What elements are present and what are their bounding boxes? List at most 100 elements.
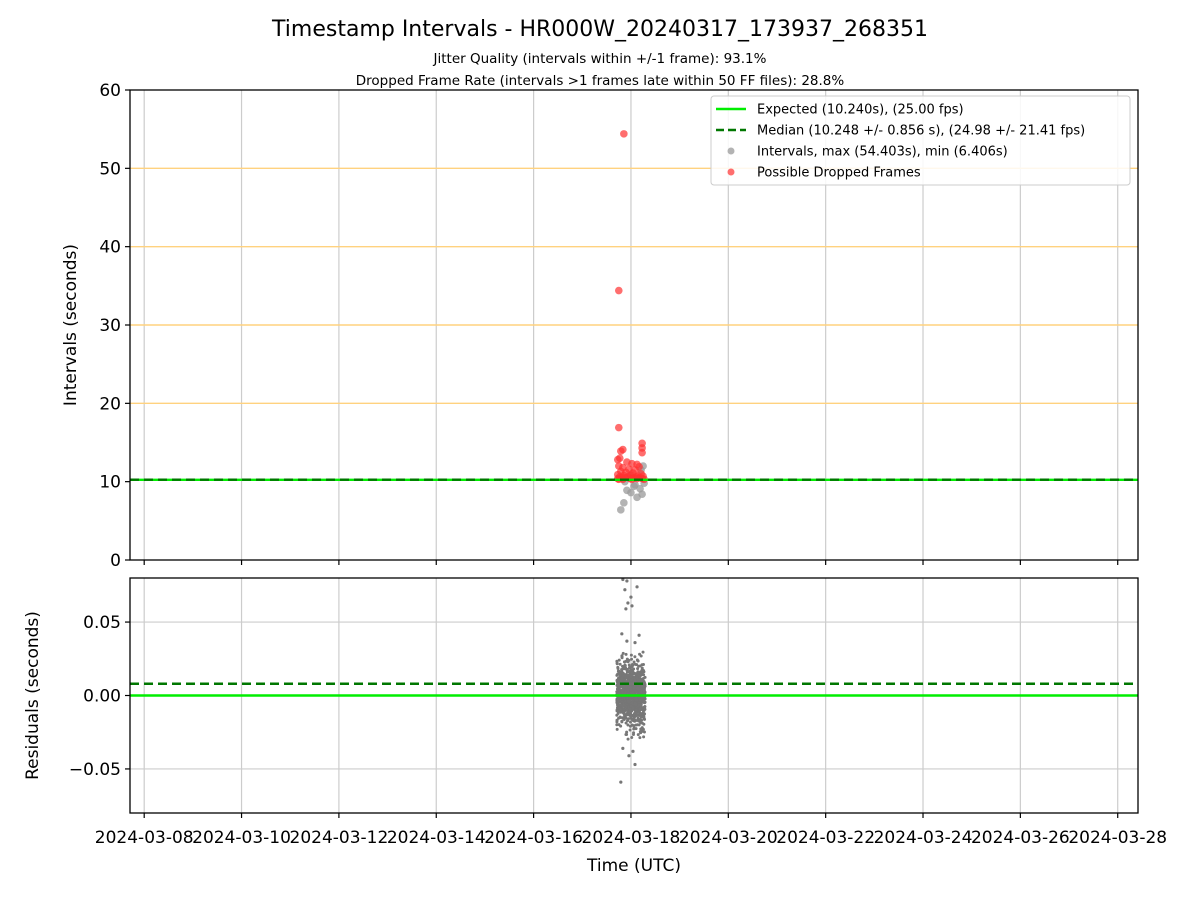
residual-point-382 xyxy=(617,658,621,662)
residual-point-887 xyxy=(632,690,636,694)
residual-point-713 xyxy=(625,657,629,661)
residual-point-152 xyxy=(640,666,644,670)
residual-point-694 xyxy=(626,679,630,683)
residual-point-389 xyxy=(624,732,628,736)
residual-point-746 xyxy=(638,730,642,734)
residual-point-793 xyxy=(629,678,633,682)
residual-outlier-3 xyxy=(623,588,627,592)
residual-point-749 xyxy=(638,652,642,656)
residuals-points xyxy=(615,577,647,784)
residual-point-862 xyxy=(633,719,637,723)
residual-point-856 xyxy=(629,704,633,708)
residual-outlier-1 xyxy=(625,579,629,583)
x-tick-label-3: 2024-03-14 xyxy=(387,828,486,848)
residual-point-744 xyxy=(616,672,620,676)
residual-point-661 xyxy=(632,727,636,731)
residual-point-803 xyxy=(622,684,626,688)
residual-outlier-12 xyxy=(621,746,625,750)
residual-point-896 xyxy=(639,673,643,677)
legend-median-label: Median (10.248 +/- 0.856 s), (24.98 +/- … xyxy=(757,124,1085,139)
residual-point-623 xyxy=(640,718,644,722)
residual-point-112 xyxy=(618,662,622,666)
residual-outlier-10 xyxy=(625,639,629,643)
residual-point-781 xyxy=(619,724,623,728)
residual-point-581 xyxy=(636,723,640,727)
residual-point-198 xyxy=(641,650,645,654)
residual-point-324 xyxy=(628,728,632,732)
residual-outlier-14 xyxy=(627,754,631,758)
residual-point-622 xyxy=(629,653,633,657)
intervals-y-tick-label-3: 30 xyxy=(99,316,121,336)
residual-point-574 xyxy=(639,678,643,682)
chart-title: Timestamp Intervals - HR000W_20240317_17… xyxy=(271,17,928,42)
residual-point-743 xyxy=(623,703,627,707)
residual-point-742 xyxy=(624,721,628,725)
residual-point-849 xyxy=(625,673,629,677)
intervals-y-tick-label-5: 50 xyxy=(99,159,121,179)
residual-point-809 xyxy=(622,710,626,714)
residual-outlier-13 xyxy=(631,749,635,753)
residual-point-835 xyxy=(638,698,642,702)
intervals-y-tick-label-2: 20 xyxy=(99,394,121,414)
residual-point-788 xyxy=(637,701,641,705)
interval-point-3 xyxy=(627,488,635,497)
residual-point-854 xyxy=(620,689,624,693)
residual-point-399 xyxy=(632,660,636,664)
residual-outlier-6 xyxy=(630,604,634,608)
interval-point-0 xyxy=(617,506,625,514)
x-tick-label-8: 2024-03-24 xyxy=(874,828,973,848)
residual-outlier-11 xyxy=(633,641,637,645)
intervals-y-ticks: 0 10 20 30 40 50 60 xyxy=(99,81,130,571)
residual-point-640 xyxy=(616,667,620,671)
residual-point-892 xyxy=(630,665,634,669)
x-tick-label-4: 2024-03-16 xyxy=(484,828,583,848)
residual-point-863 xyxy=(617,706,621,710)
residual-point-869 xyxy=(633,655,637,659)
residual-point-880 xyxy=(634,672,638,676)
x-tick-label-0: 2024-03-08 xyxy=(95,828,194,848)
residual-outlier-16 xyxy=(619,780,623,784)
residual-point-350 xyxy=(625,670,629,674)
residuals-y-tick-label-2: 0.05 xyxy=(83,613,121,633)
residual-point-715 xyxy=(620,654,624,658)
chart-subtitle-dropped: Dropped Frame Rate (intervals >1 frames … xyxy=(356,73,845,89)
x-tick-label-2: 2024-03-12 xyxy=(290,828,389,848)
residual-outlier-5 xyxy=(626,601,630,605)
intervals-plot: 0 10 20 30 40 50 60 Intervals (seconds) Expect… xyxy=(61,81,1139,571)
x-axis-label: Time (UTC) xyxy=(586,856,681,876)
residual-point-895 xyxy=(623,666,627,670)
legend-intervals-swatch xyxy=(727,147,735,155)
x-tick-label-9: 2024-03-26 xyxy=(971,828,1070,848)
intervals-y-tick-label-6: 60 xyxy=(99,81,121,101)
residual-point-702 xyxy=(616,677,620,681)
residual-point-689 xyxy=(636,733,640,737)
residual-outlier-7 xyxy=(624,607,628,611)
legend-dropped-swatch xyxy=(727,168,735,176)
dropped-frame-point-6 xyxy=(617,447,625,455)
dropped-frame-point-2 xyxy=(614,423,623,432)
dropped-frame-point-7 xyxy=(638,448,646,457)
residual-point-688 xyxy=(620,719,624,723)
residual-point-852 xyxy=(636,659,640,663)
residual-point-721 xyxy=(632,686,636,690)
intervals-x-ticks xyxy=(143,560,1119,565)
residual-point-392 xyxy=(628,682,632,686)
x-tick-label-7: 2024-03-22 xyxy=(776,828,875,848)
residual-point-676 xyxy=(636,667,640,671)
residual-point-531 xyxy=(627,663,631,667)
residual-point-734 xyxy=(630,701,634,705)
residual-point-339 xyxy=(621,651,625,655)
residual-point-867 xyxy=(640,696,644,700)
legend: Expected (10.240s), (25.00 fps) Median (… xyxy=(710,95,1131,186)
residual-point-807 xyxy=(642,715,646,719)
residuals-y-ticks: −0.05 0.00 0.05 xyxy=(69,613,130,780)
residual-point-851 xyxy=(631,682,635,686)
residual-point-538 xyxy=(624,652,628,656)
residual-point-870 xyxy=(625,708,629,712)
residual-point-827 xyxy=(639,711,643,715)
residual-point-830 xyxy=(621,696,625,700)
residual-point-886 xyxy=(626,713,630,717)
residual-point-796 xyxy=(634,703,638,707)
residual-point-875 xyxy=(631,707,635,711)
residual-point-546 xyxy=(639,715,643,719)
